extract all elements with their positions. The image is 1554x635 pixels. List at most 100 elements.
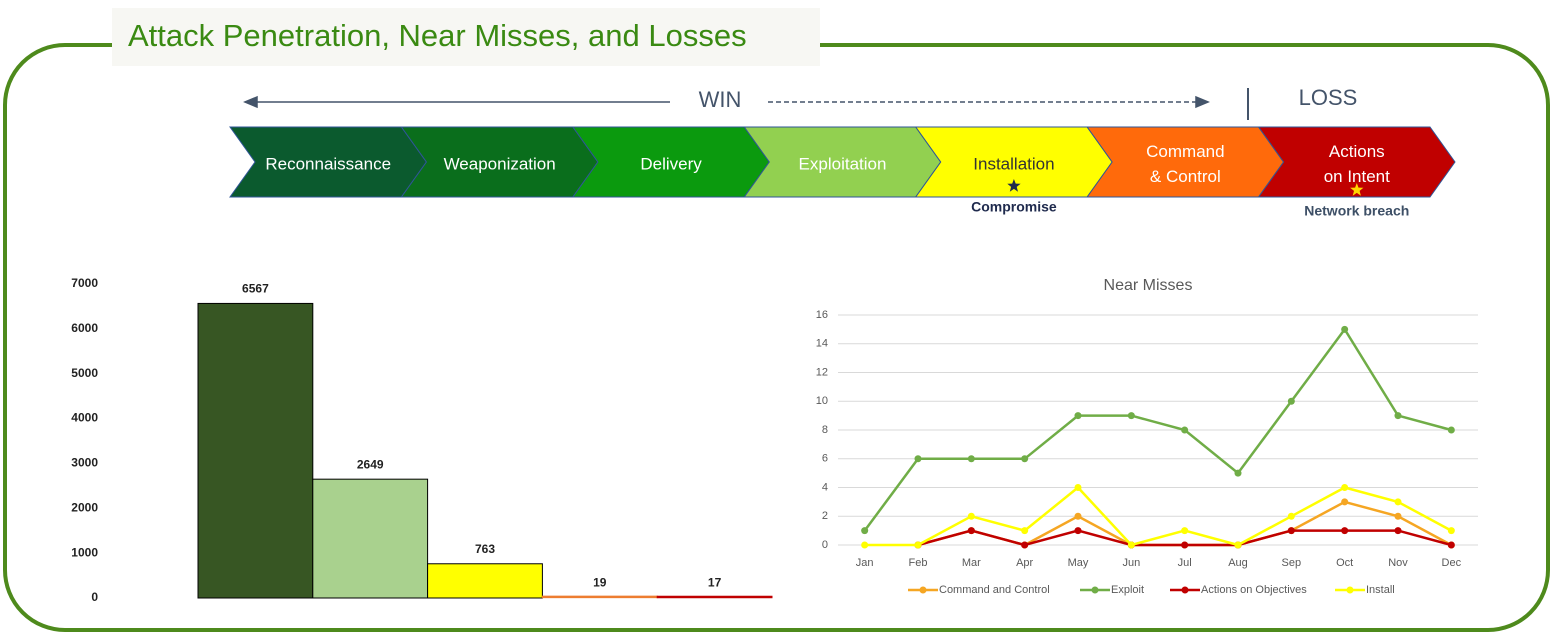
point [1447,527,1455,535]
point [1074,512,1082,520]
point [1394,527,1402,535]
point [1234,541,1242,549]
data-label: 763 [475,542,495,556]
y-tick-label: 0 [822,539,828,551]
point [1394,512,1402,520]
point [1341,498,1349,506]
point [1074,412,1082,420]
title-box [112,8,820,66]
stage-chevron [1086,126,1285,198]
y-tick-label: 2 [822,510,828,522]
y-tick-label: 7000 [71,276,98,290]
point [1394,412,1402,420]
bar [656,595,773,599]
x-tick-label: Feb [909,557,928,569]
point [1021,527,1029,535]
arrow-head [243,95,258,109]
y-tick-label: 1000 [71,545,98,559]
point [1234,469,1242,477]
arrow-head [1195,95,1210,109]
win-label: WIN [699,87,742,112]
stage-label: Actions [1329,142,1385,161]
x-tick-label: Jun [1122,557,1140,569]
bar [541,595,658,599]
x-tick-label: Oct [1336,557,1353,569]
point [861,527,869,535]
legend-label: Actions on Objectives [1201,584,1307,596]
x-tick-label: Dec [1442,557,1462,569]
banner [243,88,1249,120]
y-tick-label: 8 [822,424,828,436]
bar [427,563,543,599]
y-tick-label: 12 [816,366,828,378]
star [1007,179,1021,192]
point [1074,484,1082,491]
point [1127,412,1135,420]
y-tick-label: 2000 [71,500,98,514]
point [1021,541,1029,549]
stage-chevron [1257,126,1456,198]
point [914,541,922,549]
y-tick-label: 0 [91,590,98,604]
stage-label: Delivery [640,154,702,173]
data-label: 2649 [357,457,384,471]
stage-label: Installation [973,154,1054,173]
x-tick-label: May [1068,557,1089,569]
point [1127,541,1135,549]
series-line [864,485,1452,547]
legend-marker [1181,586,1189,594]
y-tick-label: 6000 [71,321,98,335]
point [1181,527,1189,535]
loss-label: LOSS [1299,85,1358,110]
legend-marker [1346,586,1354,594]
point [1341,527,1349,535]
point [1287,527,1295,535]
data-label: 17 [708,575,722,589]
stage-label: Reconnaissance [265,154,391,173]
point [914,455,922,463]
data-label: 19 [593,575,607,589]
legend-label: Exploit [1111,584,1144,596]
point [1447,426,1455,434]
point [1181,541,1189,549]
y-tick-label: 14 [816,338,828,350]
series-line [863,327,1452,532]
point [1341,325,1349,333]
legend-marker [1091,586,1099,594]
point [1181,426,1189,434]
point [1447,541,1455,549]
point [1287,512,1295,520]
x-tick-label: Aug [1228,557,1248,569]
stage-label: on Intent [1324,167,1390,186]
bar [197,302,314,599]
x-tick-label: Jul [1178,557,1192,569]
x-tick-label: Nov [1388,557,1408,569]
stage-note: Network breach [1304,203,1409,219]
page-title: Attack Penetration, Near Misses, and Los… [128,18,747,53]
y-tick-label: 4000 [71,411,98,425]
stage-note: Compromise [971,199,1057,215]
star [1350,183,1364,196]
y-tick-label: 16 [816,309,828,321]
y-tick-label: 4 [822,481,828,493]
point [861,541,869,549]
x-tick-label: Mar [962,557,981,569]
point [1341,484,1349,491]
y-tick-label: 10 [816,395,828,407]
y-tick-label: 3000 [71,456,98,470]
bar [312,478,429,599]
data-label: 6567 [242,282,269,296]
chart-title: Near Misses [1104,277,1193,294]
legend-marker [919,586,927,594]
point [1021,455,1029,463]
x-tick-label: Sep [1282,557,1302,569]
point [967,527,975,535]
stage-label: & Control [1150,167,1221,186]
point [1394,498,1402,506]
stage-label: Exploitation [799,154,887,173]
point [1287,397,1295,405]
x-tick-label: Jan [856,557,874,569]
stage-label: Command [1146,142,1224,161]
legend-label: Command and Control [939,584,1050,596]
